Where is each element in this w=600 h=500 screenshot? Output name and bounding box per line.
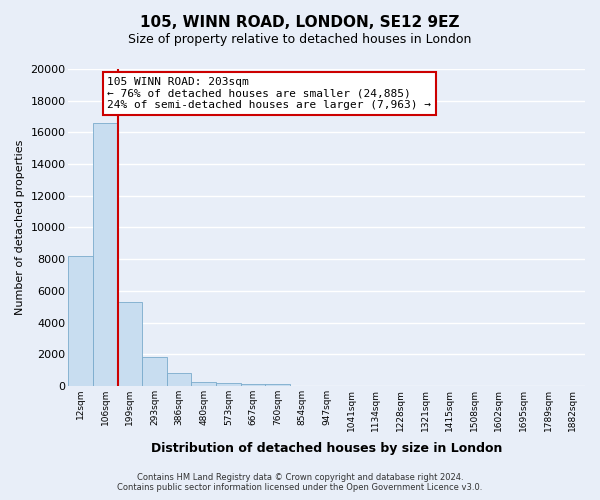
Bar — [191, 382, 216, 386]
Bar — [167, 374, 191, 386]
Text: Contains HM Land Registry data © Crown copyright and database right 2024.
Contai: Contains HM Land Registry data © Crown c… — [118, 473, 482, 492]
X-axis label: Distribution of detached houses by size in London: Distribution of detached houses by size … — [151, 442, 502, 455]
Title: Size of property relative to detached houses in London: Size of property relative to detached ho… — [0, 499, 1, 500]
Bar — [142, 356, 167, 386]
Bar — [265, 384, 290, 386]
Text: Size of property relative to detached houses in London: Size of property relative to detached ho… — [128, 32, 472, 46]
Bar — [216, 383, 241, 386]
Bar — [241, 384, 265, 386]
Text: 105, WINN ROAD, LONDON, SE12 9EZ: 105, WINN ROAD, LONDON, SE12 9EZ — [140, 15, 460, 30]
Bar — [68, 256, 93, 386]
Text: 105 WINN ROAD: 203sqm
← 76% of detached houses are smaller (24,885)
24% of semi-: 105 WINN ROAD: 203sqm ← 76% of detached … — [107, 77, 431, 110]
Y-axis label: Number of detached properties: Number of detached properties — [15, 140, 25, 315]
Bar — [118, 302, 142, 386]
Bar — [93, 123, 118, 386]
